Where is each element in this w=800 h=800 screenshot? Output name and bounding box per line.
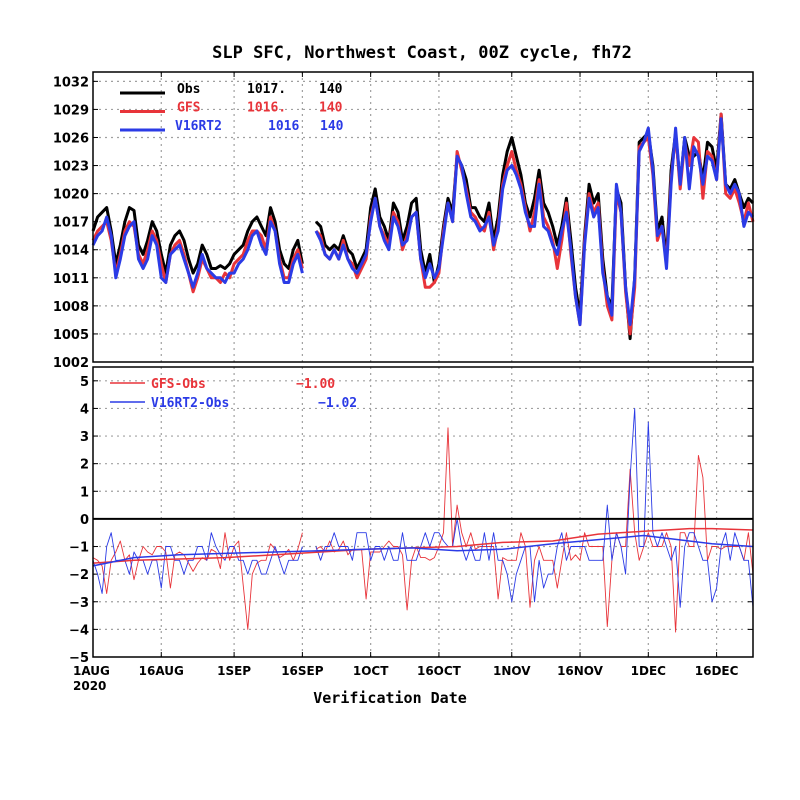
top-panel-slp: 1002 1005 1008 1011 1014 1017 1020 1023 1026 1029…: [53, 71, 755, 371]
bottom-ytick-label: 5: [80, 375, 89, 390]
bottom-ytick-label: −4: [69, 623, 89, 638]
x-tick-label: 16NOV: [557, 664, 604, 678]
legend-mean-v16rt2-obs: −1.02: [318, 396, 357, 411]
x-axis: 1AUG 16AUG 1SEP 16SEP 1OCT 16OCT 1NOV 16NOV 1DEC…: [73, 72, 739, 693]
legend-mean-gfs: 1016.: [247, 101, 286, 116]
bottom-legend: GFS-Obs −1.00 V16RT2-Obs −1.02: [110, 377, 357, 411]
bottom-ytick-label: −1: [69, 541, 89, 556]
top-ytick-label: 1011: [53, 272, 89, 287]
top-ytick-label: 1002: [53, 356, 89, 371]
bottom-panel-frame: [92, 366, 754, 658]
top-ytick-label: 1032: [53, 75, 89, 90]
top-panel-frame: [92, 71, 754, 363]
series-obs-line: [91, 112, 755, 341]
series-gfs-line: [91, 112, 755, 336]
legend-count-v16rt2: 140: [320, 119, 344, 134]
legend-label-gfs: GFS: [177, 101, 201, 116]
top-ytick-label: 1023: [53, 160, 89, 175]
legend-label-gfs-obs: GFS-Obs: [151, 377, 206, 392]
bottom-ytick-label: 3: [80, 430, 89, 445]
top-ytick-label: 1026: [53, 131, 89, 146]
bottom-ytick-label: −3: [69, 596, 89, 611]
legend-label-v16rt2: V16RT2: [175, 119, 222, 134]
bottom-ytick-label: 1: [80, 485, 89, 500]
x-tick-label: 16SEP: [281, 664, 324, 678]
top-ytick-label: 1005: [53, 328, 89, 343]
bottom-ytick-label: −5: [69, 651, 89, 666]
x-tick-label: 1NOV: [493, 664, 531, 678]
top-ytick-label: 1014: [53, 244, 89, 259]
bottom-ytick-label: −2: [69, 568, 89, 583]
x-axis-label: Verification Date: [313, 689, 467, 707]
x-tick-label: 1AUG: [73, 664, 110, 678]
top-legend: Obs 1017. 140 GFS 1016. 140 V16RT2 1016 140: [120, 82, 344, 134]
legend-label-obs: Obs: [177, 82, 200, 97]
legend-label-v16rt2-obs: V16RT2-Obs: [151, 396, 229, 411]
top-ytick-label: 1017: [53, 216, 89, 231]
series-v16rt2-line: [91, 117, 755, 327]
bottom-ytick-label: 2: [80, 458, 89, 473]
bottom-panel-difference: −5 −4 −3 −2 −1 0 1 2 3 4 5 GFS-Obs −1.00 V16RT2-Obs −1…: [69, 366, 754, 666]
x-tick-label: 1DEC: [631, 664, 667, 678]
bottom-ytick-label: 0: [80, 513, 89, 528]
x-tick-label: 16OCT: [417, 664, 462, 678]
chart-title: SLP SFC, Northwest Coast, 00Z cycle, fh7…: [212, 43, 632, 63]
legend-mean-v16rt2: 1016: [268, 119, 299, 134]
x-tick-label: 1SEP: [217, 664, 251, 678]
top-ytick-label: 1008: [53, 300, 89, 315]
legend-count-gfs: 140: [319, 101, 343, 116]
bottom-ytick-label: 4: [80, 402, 89, 417]
x-year-label: 2020: [73, 679, 106, 693]
legend-mean-gfs-obs: −1.00: [296, 377, 335, 392]
top-ytick-label: 1029: [53, 103, 89, 118]
series-v16rt2-obs-line: [92, 407, 754, 608]
legend-mean-obs: 1017.: [247, 82, 286, 97]
x-tick-label: 16AUG: [139, 664, 184, 678]
x-tick-label: 16DEC: [695, 664, 739, 678]
x-tick-label: 1OCT: [353, 664, 389, 678]
series-v16rt2-running-mean-line: [92, 534, 754, 567]
top-ytick-label: 1020: [53, 188, 89, 203]
series-gfs-running-mean-line: [92, 527, 754, 564]
legend-count-obs: 140: [319, 82, 343, 97]
